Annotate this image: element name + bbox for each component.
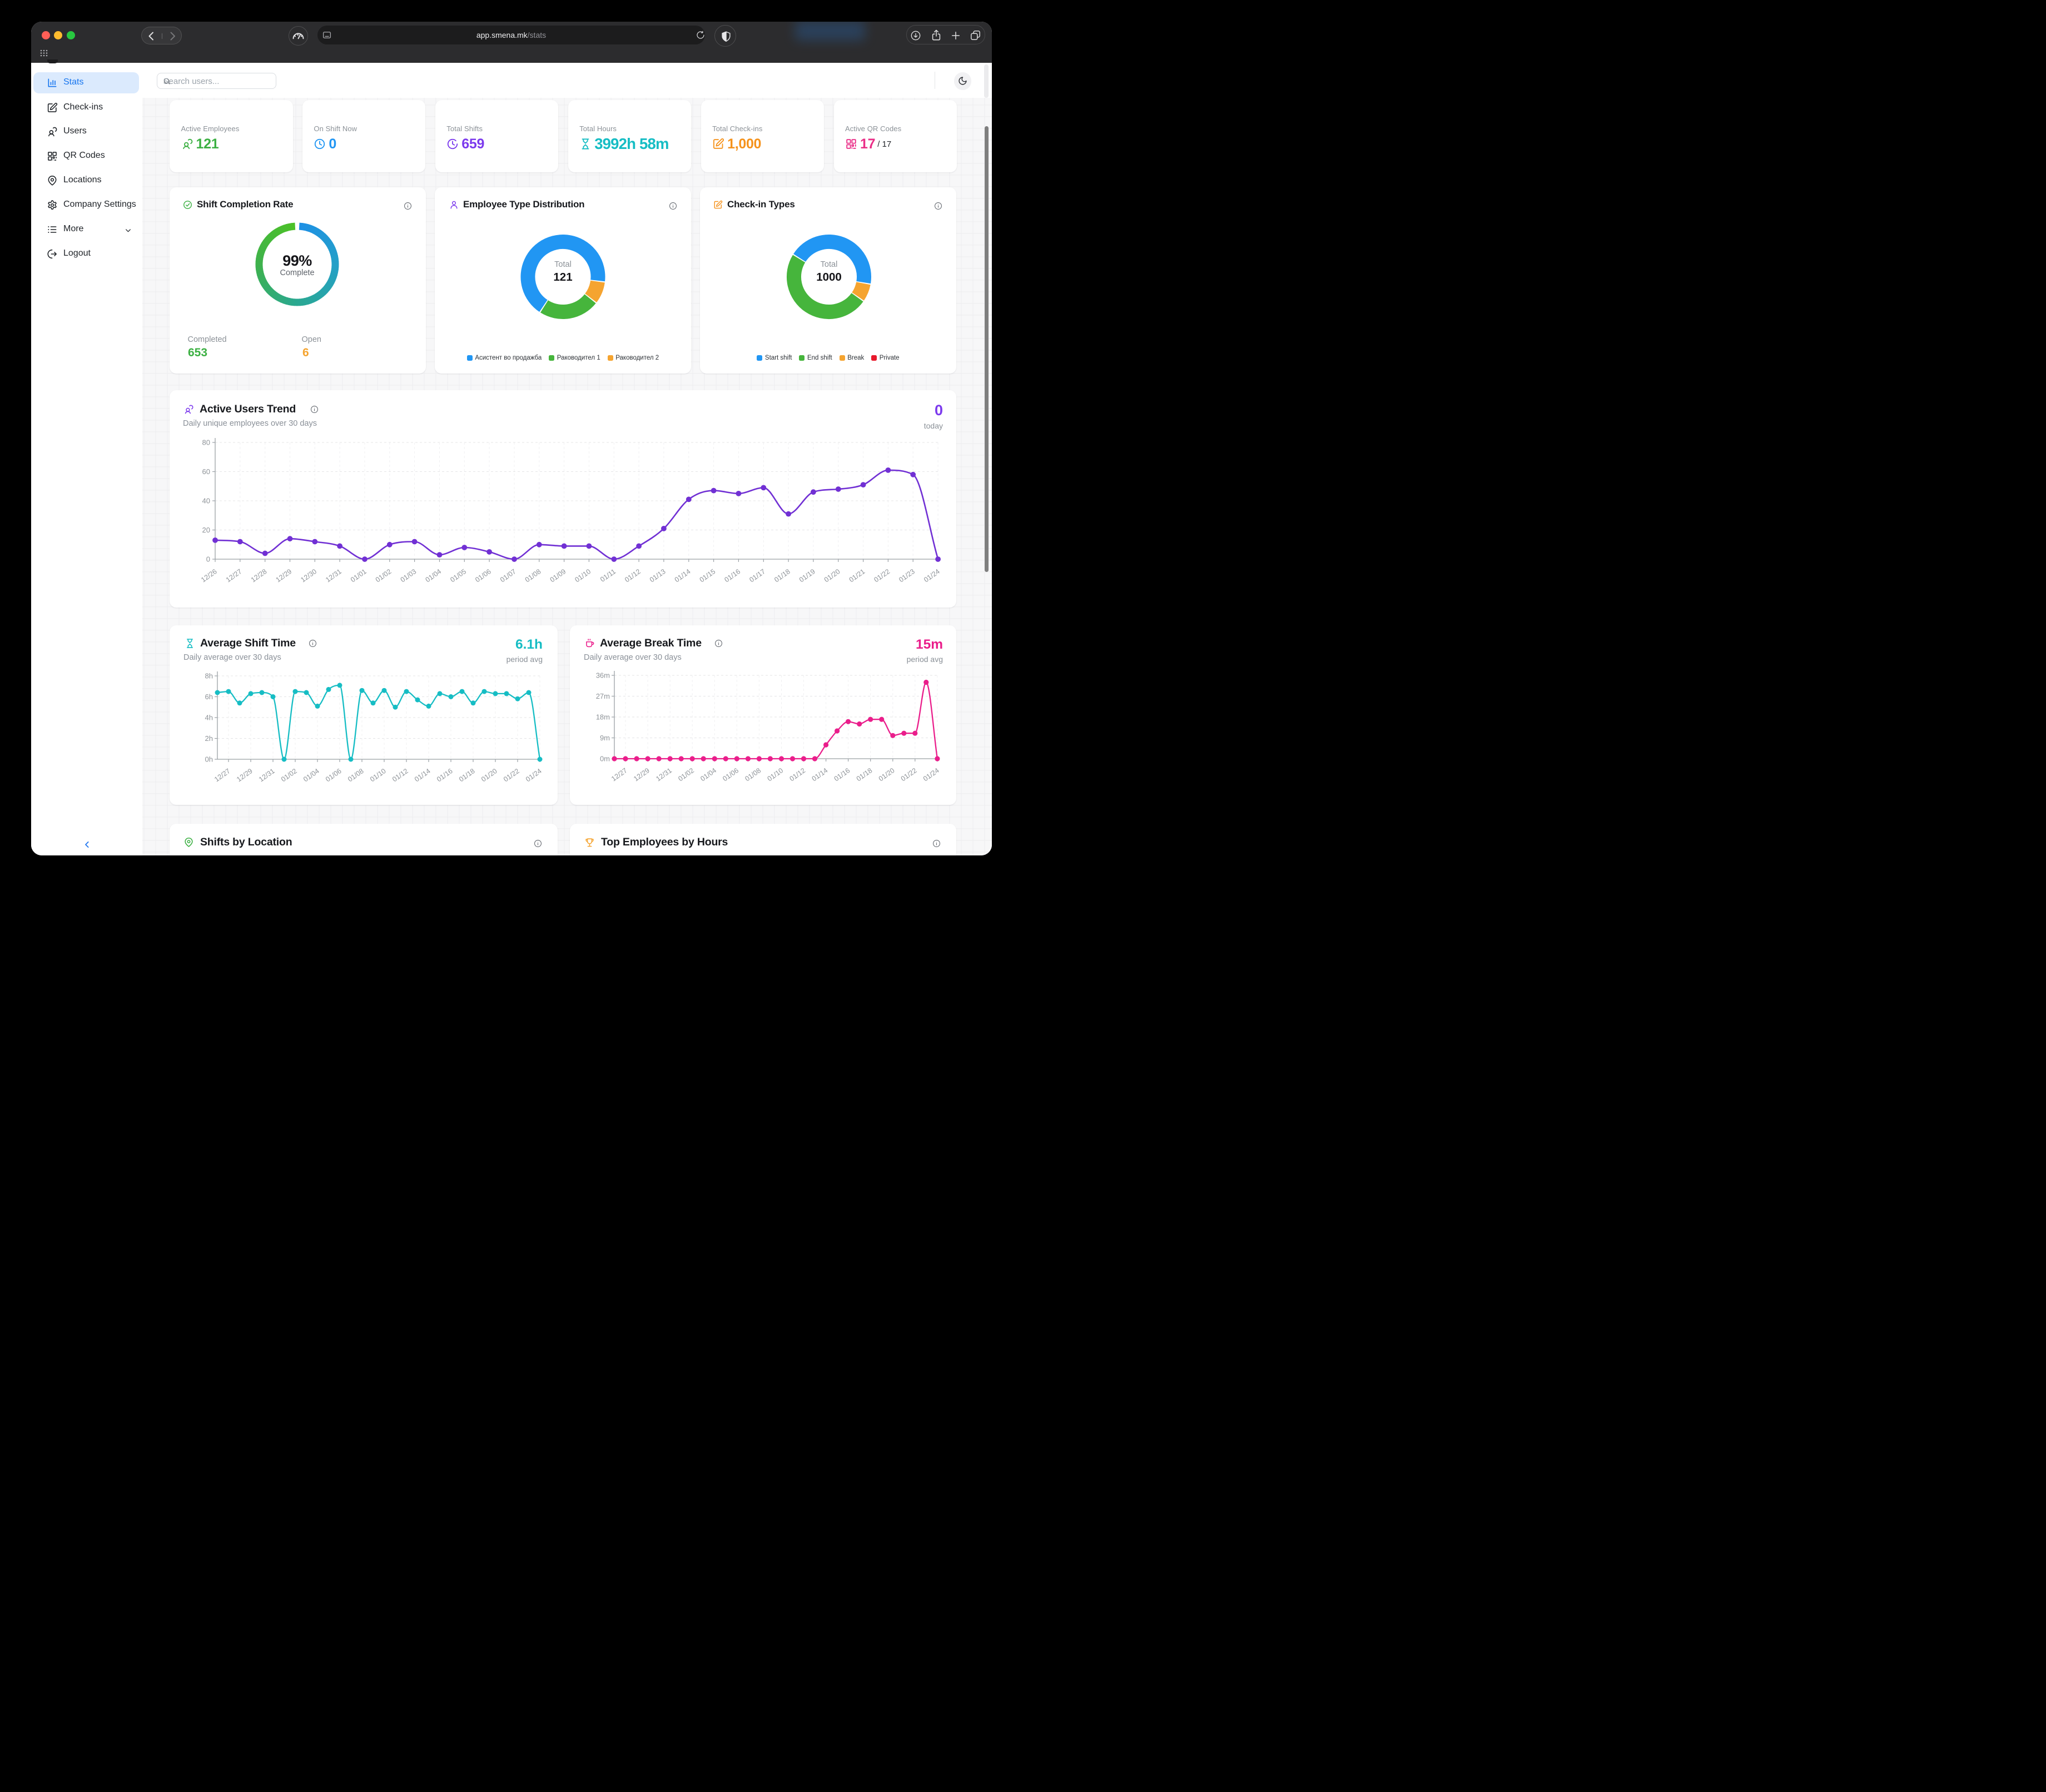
svg-text:0: 0 [206,555,210,564]
svg-text:01/02: 01/02 [374,568,393,584]
svg-text:01/06: 01/06 [474,568,493,584]
svg-text:60: 60 [202,467,210,476]
svg-text:12/29: 12/29 [235,767,254,783]
svg-text:01/17: 01/17 [748,568,767,584]
svg-text:01/08: 01/08 [346,767,365,783]
svg-text:01/16: 01/16 [435,767,454,783]
svg-text:01/16: 01/16 [723,568,742,584]
svg-text:01/05: 01/05 [449,568,468,584]
svg-text:27m: 27m [596,692,610,700]
svg-text:01/04: 01/04 [424,568,443,584]
svg-text:12/27: 12/27 [610,766,629,783]
svg-text:01/12: 01/12 [788,766,807,783]
svg-text:12/29: 12/29 [275,568,294,584]
svg-text:01/06: 01/06 [324,767,343,783]
svg-text:01/18: 01/18 [855,766,874,783]
svg-text:01/22: 01/22 [872,568,891,584]
svg-text:12/28: 12/28 [250,568,269,584]
svg-text:01/16: 01/16 [833,766,852,783]
svg-text:01/18: 01/18 [773,568,792,584]
svg-text:01/22: 01/22 [900,766,918,783]
svg-text:12/31: 12/31 [654,766,673,783]
svg-text:01/20: 01/20 [823,568,842,584]
svg-text:20: 20 [202,526,210,534]
svg-text:80: 80 [202,439,210,447]
svg-text:01/13: 01/13 [648,568,667,584]
svg-text:12/27: 12/27 [213,767,232,783]
svg-text:01/01: 01/01 [349,568,368,584]
svg-text:01/22: 01/22 [502,767,521,783]
svg-text:6h: 6h [205,693,213,701]
svg-text:01/03: 01/03 [399,568,418,584]
svg-text:01/10: 01/10 [369,767,388,783]
svg-text:01/10: 01/10 [573,568,592,584]
svg-text:12/27: 12/27 [225,568,244,584]
svg-text:4h: 4h [205,714,213,722]
svg-text:01/08: 01/08 [524,568,543,584]
svg-text:40: 40 [202,497,210,505]
svg-text:12/31: 12/31 [324,568,343,584]
svg-text:12/31: 12/31 [257,767,276,783]
svg-text:01/14: 01/14 [811,766,830,783]
svg-text:01/10: 01/10 [766,766,785,783]
svg-text:01/02: 01/02 [677,766,696,783]
svg-text:2h: 2h [205,734,213,743]
svg-text:01/09: 01/09 [549,568,568,584]
svg-text:12/29: 12/29 [632,766,651,783]
svg-text:36m: 36m [596,671,610,680]
svg-text:0h: 0h [205,755,213,764]
svg-text:01/14: 01/14 [413,767,432,783]
svg-text:01/06: 01/06 [721,766,740,783]
svg-text:01/04: 01/04 [699,766,718,783]
svg-text:01/21: 01/21 [848,568,867,584]
svg-text:18m: 18m [596,713,610,721]
svg-text:01/14: 01/14 [673,568,692,584]
svg-text:01/20: 01/20 [480,767,499,783]
svg-text:01/07: 01/07 [499,568,518,584]
svg-text:01/24: 01/24 [922,766,941,783]
svg-text:01/12: 01/12 [623,568,642,584]
svg-text:01/20: 01/20 [877,766,896,783]
svg-text:01/15: 01/15 [698,568,717,584]
svg-text:01/08: 01/08 [743,766,762,783]
svg-text:12/30: 12/30 [299,568,318,584]
svg-text:0m: 0m [600,755,610,763]
svg-text:9m: 9m [600,734,610,742]
svg-text:01/19: 01/19 [798,568,817,584]
svg-text:01/23: 01/23 [897,568,916,584]
svg-text:8h: 8h [205,672,213,680]
svg-text:01/24: 01/24 [922,568,941,584]
svg-text:01/18: 01/18 [458,767,476,783]
svg-text:01/24: 01/24 [524,767,543,783]
svg-text:01/12: 01/12 [391,767,410,783]
svg-text:12/26: 12/26 [200,568,218,584]
svg-text:01/04: 01/04 [302,767,321,783]
svg-text:01/02: 01/02 [280,767,299,783]
svg-text:01/11: 01/11 [599,568,617,584]
